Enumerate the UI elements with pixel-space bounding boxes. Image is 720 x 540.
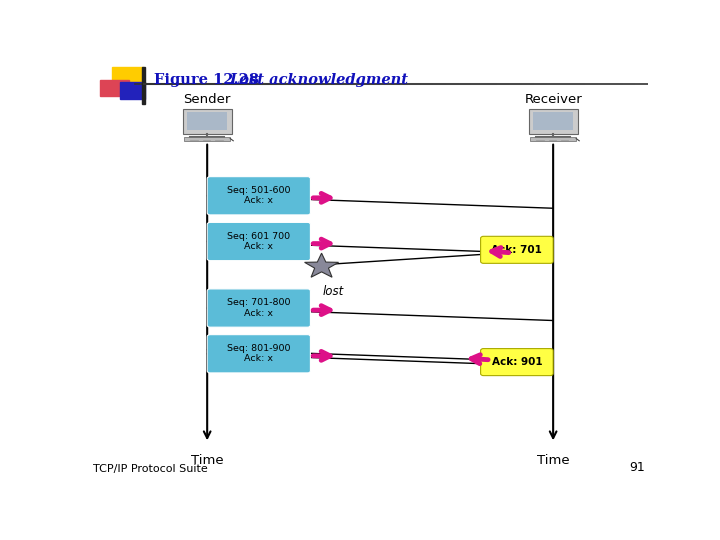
Text: Seq: 701-800
Ack: x: Seq: 701-800 Ack: x xyxy=(227,298,291,318)
FancyBboxPatch shape xyxy=(207,289,310,327)
FancyBboxPatch shape xyxy=(207,222,310,261)
Text: Time: Time xyxy=(191,454,223,467)
FancyBboxPatch shape xyxy=(481,349,553,376)
Text: Seq: 801-900
Ack: x: Seq: 801-900 Ack: x xyxy=(227,344,291,363)
Text: Time: Time xyxy=(537,454,570,467)
Text: Receiver: Receiver xyxy=(524,93,582,106)
FancyBboxPatch shape xyxy=(183,109,232,134)
Bar xyxy=(100,80,129,96)
FancyBboxPatch shape xyxy=(207,335,310,373)
Text: Lost acknowledgment: Lost acknowledgment xyxy=(230,73,408,87)
Polygon shape xyxy=(305,253,338,277)
Bar xyxy=(187,112,227,131)
Text: lost: lost xyxy=(322,285,343,298)
FancyBboxPatch shape xyxy=(207,177,310,215)
Text: Figure 12.28: Figure 12.28 xyxy=(154,73,259,87)
Text: Ack: 701: Ack: 701 xyxy=(492,245,542,255)
Bar xyxy=(120,82,145,99)
Text: TCP/IP Protocol Suite: TCP/IP Protocol Suite xyxy=(93,464,207,474)
FancyBboxPatch shape xyxy=(481,237,553,264)
Bar xyxy=(184,137,230,141)
Text: 91: 91 xyxy=(629,461,645,474)
Bar xyxy=(534,112,573,131)
Bar xyxy=(530,137,576,141)
FancyBboxPatch shape xyxy=(528,109,577,134)
Bar xyxy=(112,67,143,84)
Text: Sender: Sender xyxy=(184,93,231,106)
Text: Seq: 601 700
Ack: x: Seq: 601 700 Ack: x xyxy=(228,232,290,251)
Text: Ack: 901: Ack: 901 xyxy=(492,357,542,367)
Text: Seq: 501-600
Ack: x: Seq: 501-600 Ack: x xyxy=(227,186,291,206)
Bar xyxy=(142,67,145,104)
